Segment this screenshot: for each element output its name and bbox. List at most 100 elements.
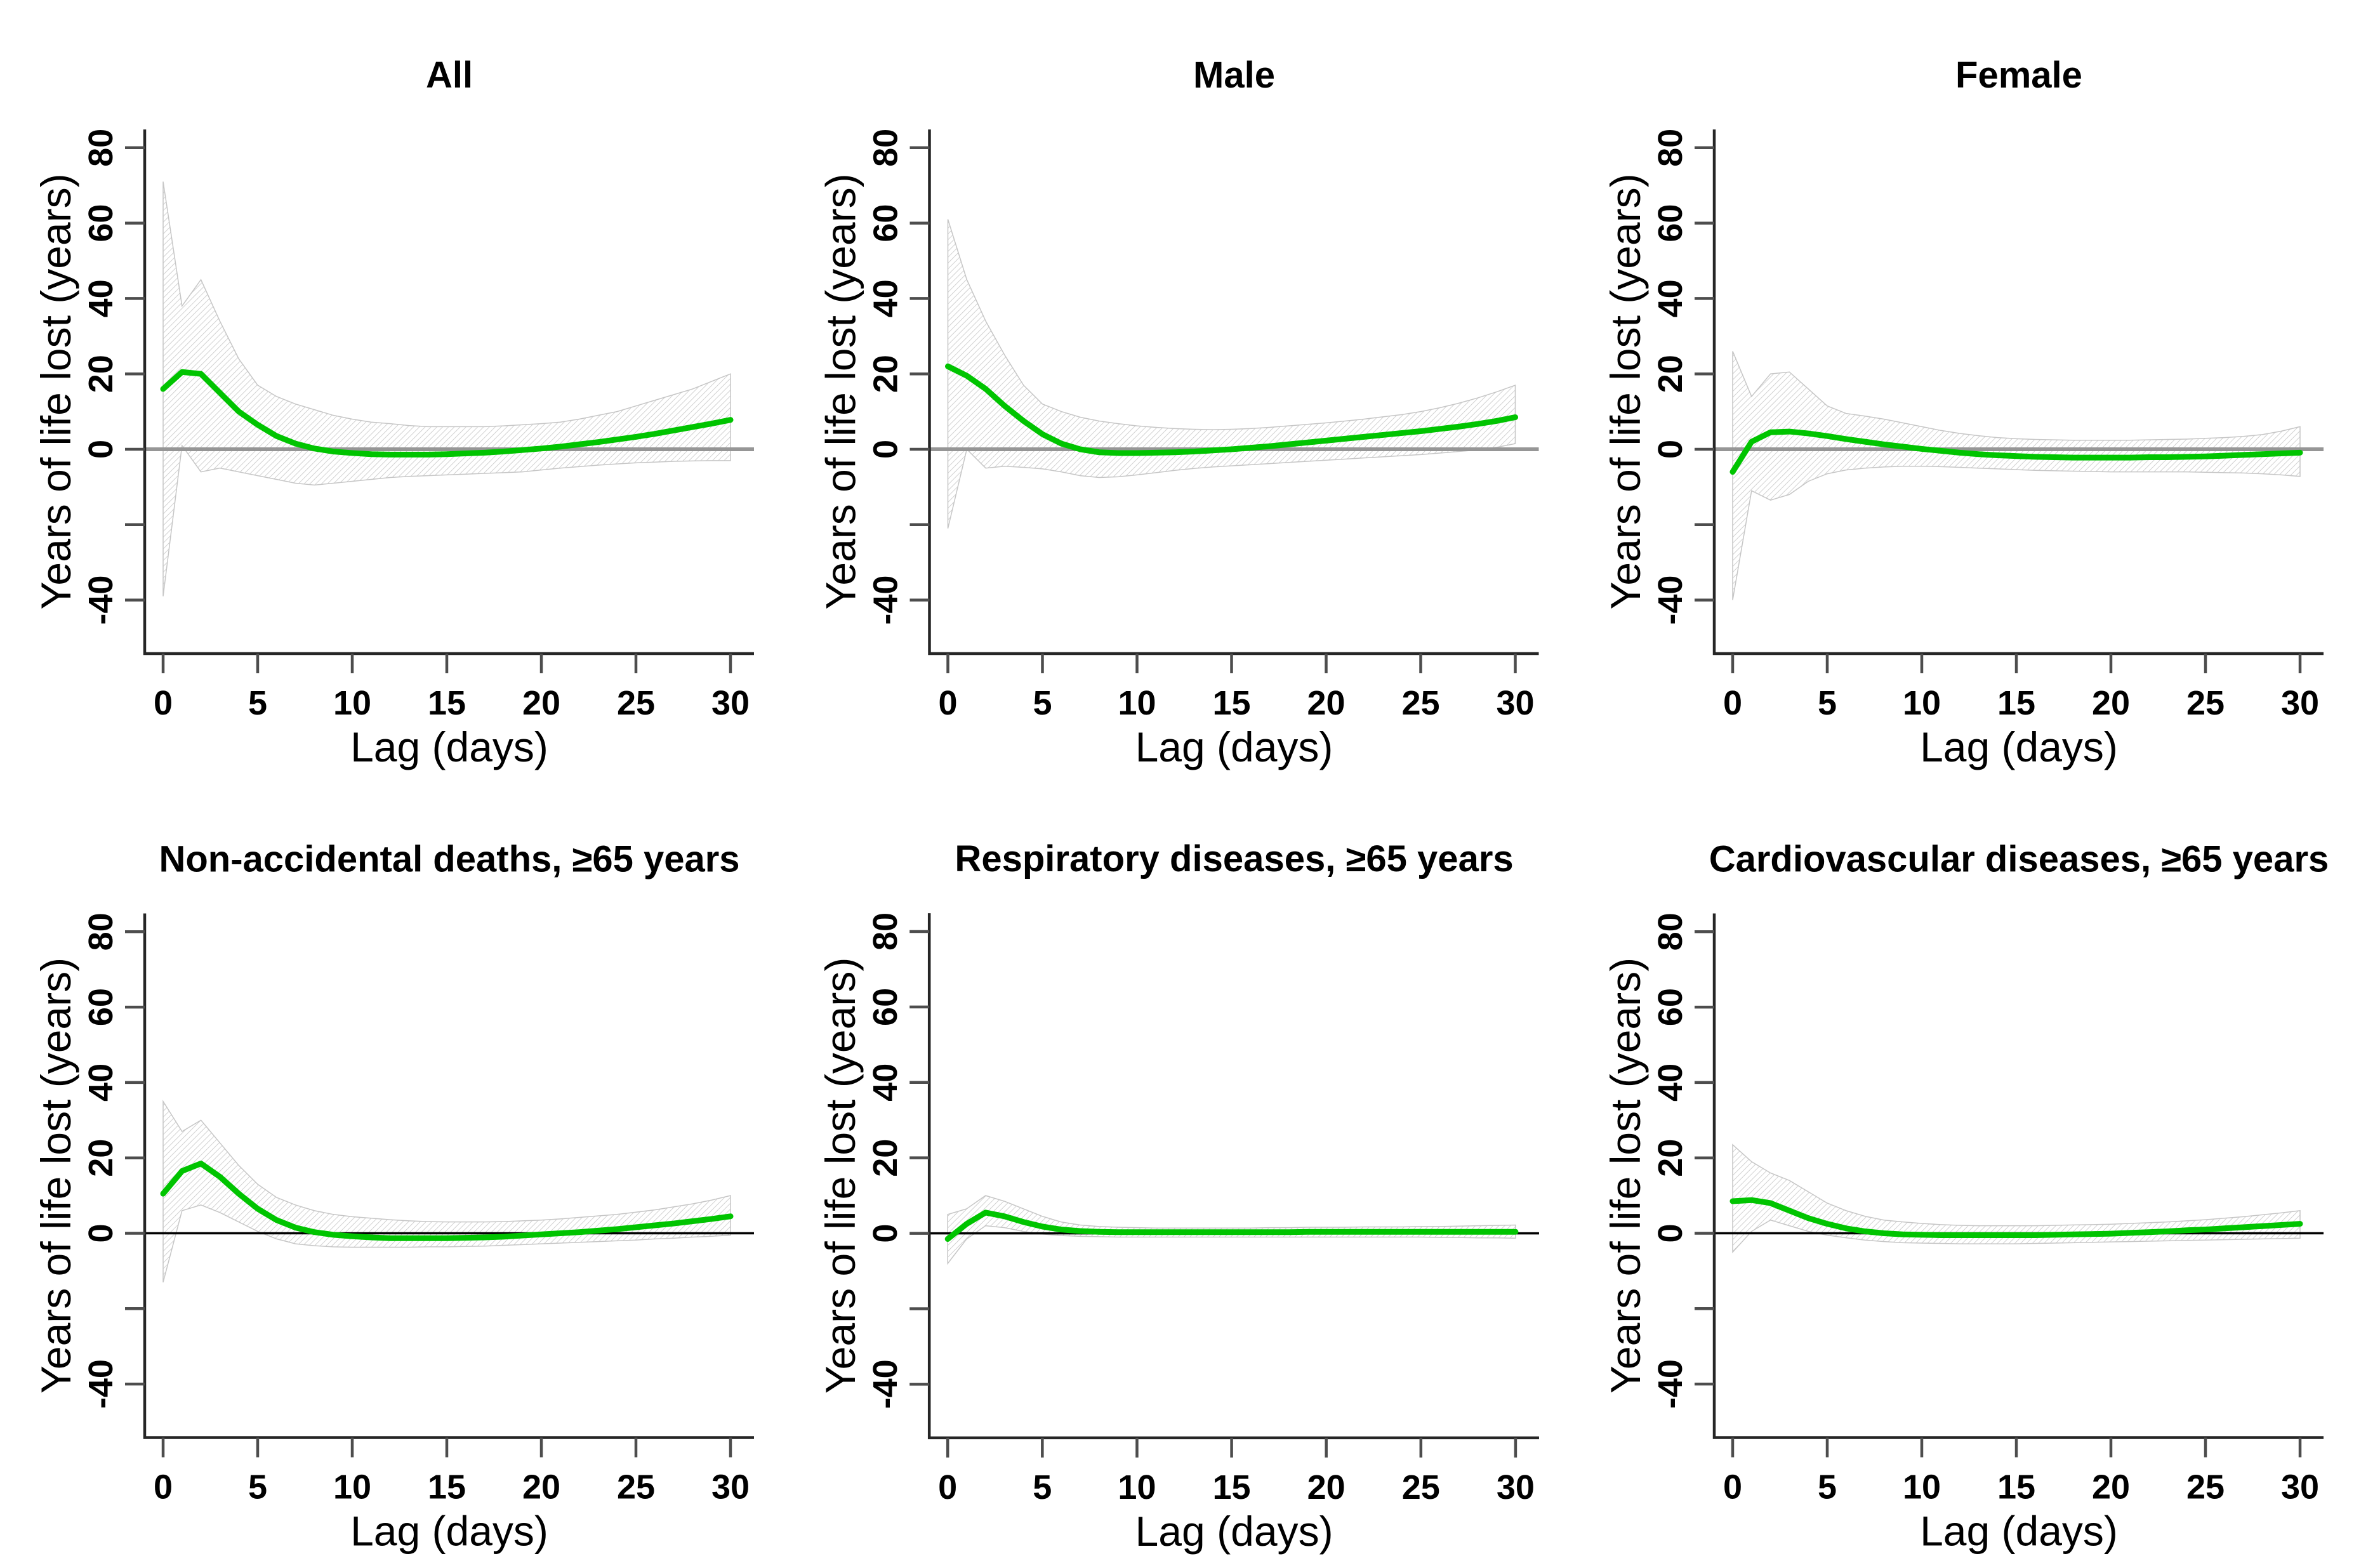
axis-lines [927, 913, 1539, 1440]
panel-all: 0 5 10 15 20 25 30 -40 0 20 40 60 80 Lag (days) Years … [0, 0, 784, 784]
x-tick-label: 30 [1496, 684, 1534, 722]
axis-lines [143, 913, 754, 1439]
x-tick-label: 0 [938, 684, 957, 722]
x-tick-label: 0 [154, 684, 173, 722]
y-tick-label: 0 [1651, 440, 1689, 459]
panel-title: All [426, 55, 473, 96]
chart-female: 0 5 10 15 20 25 30 -40 0 20 40 60 80 Lag (days) Years … [1602, 55, 2324, 770]
y-tick-label: 40 [1651, 279, 1689, 317]
x-axis-title: Lag (days) [350, 723, 548, 770]
x-tick-label: 20 [1307, 684, 1345, 722]
x-tick-label: 25 [617, 1468, 655, 1506]
y-tick-label: 20 [866, 355, 904, 393]
chart-all: 0 5 10 15 20 25 30 -40 0 20 40 60 80 Lag (days) Years … [32, 55, 754, 770]
y-tick-label: -40 [1651, 1359, 1689, 1409]
x-tick-label: 10 [1903, 684, 1941, 722]
x-tick-label: 30 [2281, 684, 2319, 722]
y-tick-label: 80 [866, 129, 904, 167]
chart-male: 0 5 10 15 20 25 30 -40 0 20 40 60 80 Lag (days) Years … [817, 55, 1539, 770]
y-tick-label: 80 [82, 912, 120, 951]
confidence-band [162, 181, 731, 596]
estimate-line [1729, 428, 2303, 475]
panel-title: Respiratory diseases, ≥65 years [955, 838, 1513, 880]
x-tick-label: 20 [2092, 1468, 2130, 1506]
y-axis-title: Years of life lost (years) [1602, 173, 1649, 609]
x-tick-label: 20 [2092, 684, 2130, 722]
x-tick-label: 5 [248, 684, 267, 722]
confidence-band [1732, 1143, 2301, 1254]
x-tick-label: 25 [1402, 1468, 1440, 1506]
x-tick-label: 5 [248, 1468, 267, 1506]
y-tick-label: 40 [866, 1064, 904, 1102]
x-axis-title: Lag (days) [1135, 723, 1333, 770]
y-tick-label: 40 [82, 279, 120, 317]
y-tick-label: 40 [866, 279, 904, 317]
x-tick-label: 10 [1118, 1468, 1156, 1506]
x-tick-label: 25 [2186, 1468, 2225, 1506]
y-axis-title: Years of life lost (years) [1602, 958, 1649, 1393]
y-tick-label: 20 [82, 355, 120, 393]
y-tick-label: 60 [82, 988, 120, 1026]
x-tick-label: 15 [1212, 684, 1250, 722]
panel-title: Cardiovascular diseases, ≥65 years [1709, 839, 2329, 880]
y-tick-label: 40 [82, 1064, 120, 1102]
y-tick-label: 20 [82, 1139, 120, 1177]
y-tick-label: 60 [866, 988, 904, 1026]
x-tick-label: 15 [428, 1468, 466, 1506]
y-tick-label: 0 [866, 1224, 904, 1243]
x-tick-label: 0 [1723, 1468, 1742, 1506]
x-tick-label: 20 [1307, 1468, 1346, 1506]
x-tick-label: 5 [1033, 1468, 1052, 1506]
y-axis-title: Years of life lost (years) [32, 958, 79, 1393]
y-tick-label: 0 [82, 1223, 120, 1242]
y-tick-label: 80 [82, 129, 120, 167]
x-tick-label: 20 [522, 684, 560, 722]
x-tick-label: 25 [1401, 684, 1439, 722]
y-tick-label: 20 [1651, 355, 1689, 393]
y-tick-label: -40 [866, 1359, 904, 1409]
confidence-band [162, 1099, 731, 1282]
estimate-line [1729, 1197, 2303, 1238]
x-tick-label: 0 [154, 1468, 173, 1506]
y-tick-label: 60 [1651, 204, 1689, 242]
panel-female: 0 5 10 15 20 25 30 -40 0 20 40 60 80 Lag (days) Years … [1570, 0, 2354, 784]
y-tick-label: -40 [1651, 576, 1689, 625]
y-tick-label: 60 [1651, 988, 1689, 1026]
x-tick-label: 20 [522, 1468, 560, 1506]
x-tick-label: 15 [428, 684, 466, 722]
axis-lines [928, 129, 1539, 656]
axis-lines [1712, 913, 2324, 1439]
panel-male: 0 5 10 15 20 25 30 -40 0 20 40 60 80 Lag (days) Years … [784, 0, 1570, 784]
x-tick-label: 5 [1818, 1468, 1837, 1506]
confidence-band [947, 219, 1516, 529]
chart-respiratory-65: 0 5 10 15 20 25 30 -40 0 20 40 60 80 Lag (days) Years … [817, 838, 1539, 1555]
y-tick-label: 20 [866, 1139, 904, 1177]
y-tick-label: 60 [866, 204, 904, 242]
x-axis-title: Lag (days) [1135, 1508, 1333, 1555]
y-tick-label: 0 [1651, 1223, 1689, 1242]
panel-title: Non-accidental deaths, ≥65 years [159, 839, 739, 880]
x-tick-label: 15 [1213, 1468, 1251, 1506]
chart-nonaccidental-65: 0 5 10 15 20 25 30 -40 0 20 40 60 80 Lag (days) Years … [32, 839, 754, 1555]
axis-lines [143, 129, 754, 656]
x-tick-label: 15 [1997, 1468, 2035, 1506]
axis-lines [1712, 129, 2324, 656]
x-axis-title: Lag (days) [1920, 723, 2118, 770]
x-tick-label: 10 [1903, 1468, 1941, 1506]
y-tick-label: 60 [82, 204, 120, 242]
estimate-line [160, 369, 734, 458]
y-axis-title: Years of life lost (years) [817, 958, 864, 1394]
y-tick-label: 0 [82, 440, 120, 459]
x-tick-label: 15 [1997, 684, 2035, 722]
y-tick-label: -40 [82, 1359, 120, 1409]
x-tick-label: 30 [2281, 1468, 2319, 1506]
x-tick-label: 10 [1118, 684, 1156, 722]
x-tick-label: 10 [333, 1468, 371, 1506]
y-tick-label: -40 [866, 576, 904, 625]
panel-respiratory-65: 0 5 10 15 20 25 30 -40 0 20 40 60 80 Lag (days) Years … [784, 784, 1570, 1568]
estimate-line [944, 1209, 1519, 1242]
y-tick-label: 80 [1651, 912, 1689, 951]
y-axis-title: Years of life lost (years) [32, 173, 79, 609]
x-axis-title: Lag (days) [1920, 1508, 2118, 1555]
